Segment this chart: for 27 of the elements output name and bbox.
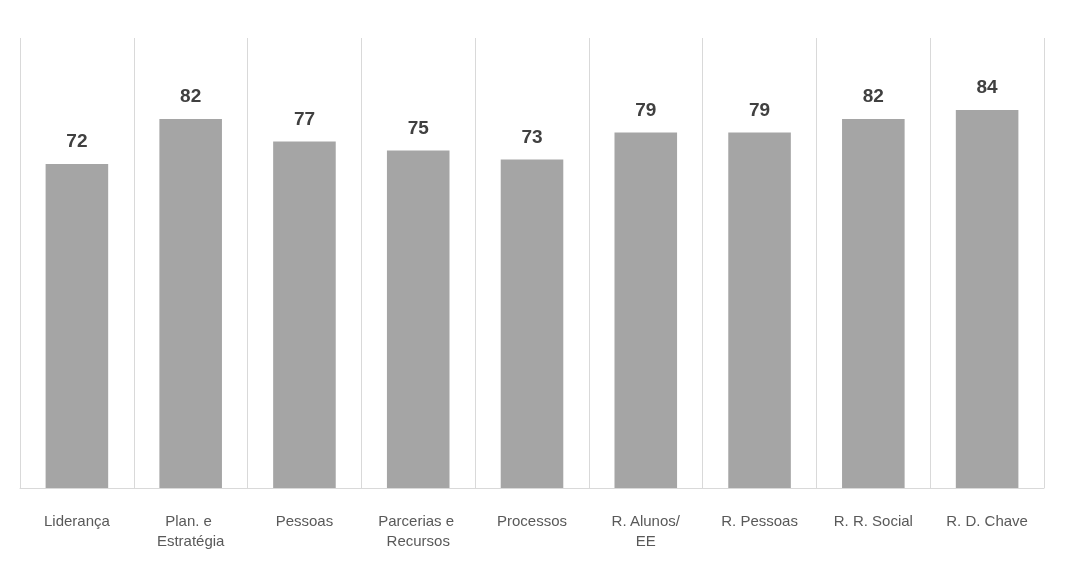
data-label: 77 <box>293 107 316 129</box>
x-tick-label: Processos <box>496 511 568 529</box>
data-label: 73 <box>521 125 543 147</box>
bar <box>386 150 450 488</box>
bar <box>273 141 336 488</box>
x-tick-label: Plan. e Estratégia <box>156 511 226 549</box>
bar <box>45 164 109 488</box>
bar <box>728 132 791 488</box>
bar <box>955 110 1019 488</box>
data-label: 79 <box>635 98 657 120</box>
bar <box>500 159 564 488</box>
x-tick-label: Liderança <box>43 511 111 529</box>
data-label: 82 <box>180 85 202 106</box>
data-label: 72 <box>66 130 88 151</box>
bar <box>159 119 222 488</box>
x-tick-label: Pessoas <box>275 511 334 529</box>
x-tick-label: R. Pessoas <box>721 511 798 529</box>
x-tick-label: R. D. Chave <box>946 511 1028 529</box>
data-label: 79 <box>748 98 771 120</box>
x-tick-label: R. Alunos/EE <box>611 511 681 549</box>
x-tick-label: Parcerias e Recursos <box>378 511 459 549</box>
data-label: 82 <box>862 85 884 106</box>
bar <box>614 132 678 488</box>
data-label: 84 <box>976 76 999 97</box>
x-tick-label: R. R. Social <box>833 511 913 529</box>
bar <box>842 119 905 488</box>
data-label: 75 <box>407 116 430 138</box>
